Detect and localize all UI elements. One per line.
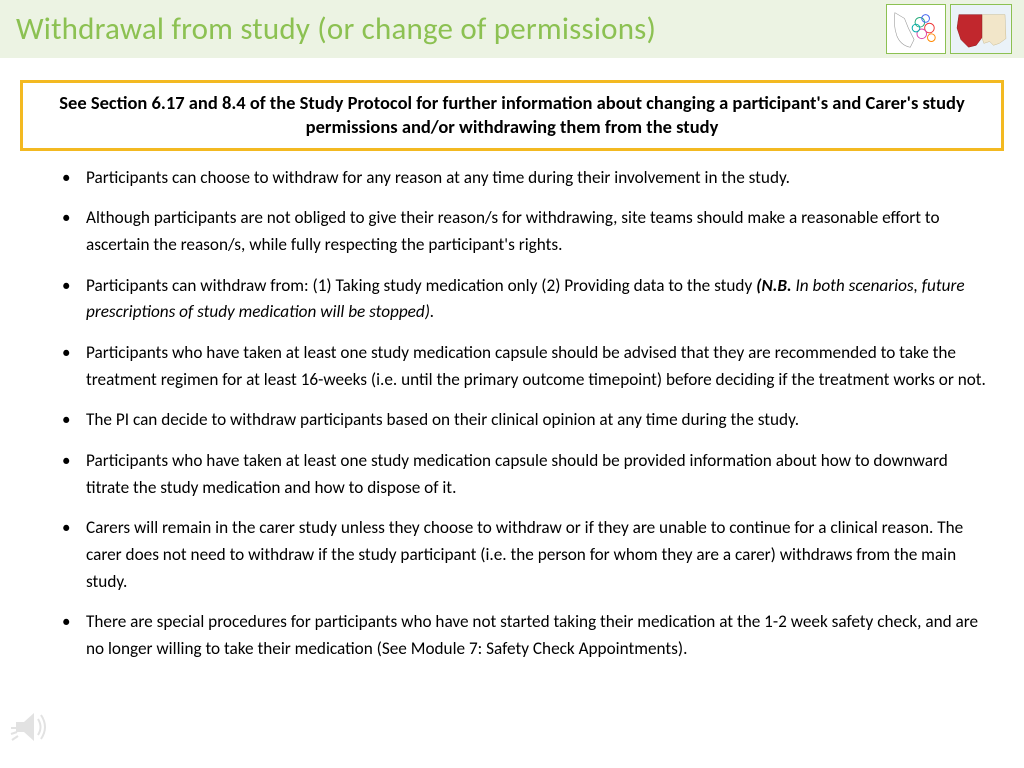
speaker-icon (10, 706, 52, 748)
bullet-text: Participants can choose to withdraw for … (86, 167, 790, 188)
list-item: Carers will remain in the carer study un… (56, 515, 988, 595)
bullet-text: Although participants are not obliged to… (86, 207, 940, 255)
bullet-list: Participants can choose to withdraw for … (0, 165, 1024, 663)
list-item: Although participants are not obliged to… (56, 205, 988, 258)
bullet-text: Carers will remain in the carer study un… (86, 517, 963, 591)
bullet-nb: (N.B. (756, 275, 791, 296)
header-band: Withdrawal from study (or change of perm… (0, 0, 1024, 58)
list-item: Participants can withdraw from: (1) Taki… (56, 273, 988, 326)
protocol-callout: See Section 6.17 and 8.4 of the Study Pr… (20, 80, 1004, 151)
list-item: Participants who have taken at least one… (56, 448, 988, 501)
map-thumbnail-wa (950, 4, 1012, 54)
map-thumbnail-regions (886, 4, 946, 54)
bullet-text: Participants who have taken at least one… (86, 450, 948, 498)
list-item: There are special procedures for partici… (56, 609, 988, 662)
list-item: The PI can decide to withdraw participan… (56, 407, 988, 434)
bullet-text: There are special procedures for partici… (86, 611, 978, 659)
bullet-text: The PI can decide to withdraw participan… (86, 409, 799, 430)
list-item: Participants can choose to withdraw for … (56, 165, 988, 192)
page-title: Withdrawal from study (or change of perm… (16, 10, 656, 48)
bullet-text: Participants can withdraw from: (1) Taki… (86, 275, 756, 296)
bullet-text: Participants who have taken at least one… (86, 342, 986, 390)
list-item: Participants who have taken at least one… (56, 340, 988, 393)
